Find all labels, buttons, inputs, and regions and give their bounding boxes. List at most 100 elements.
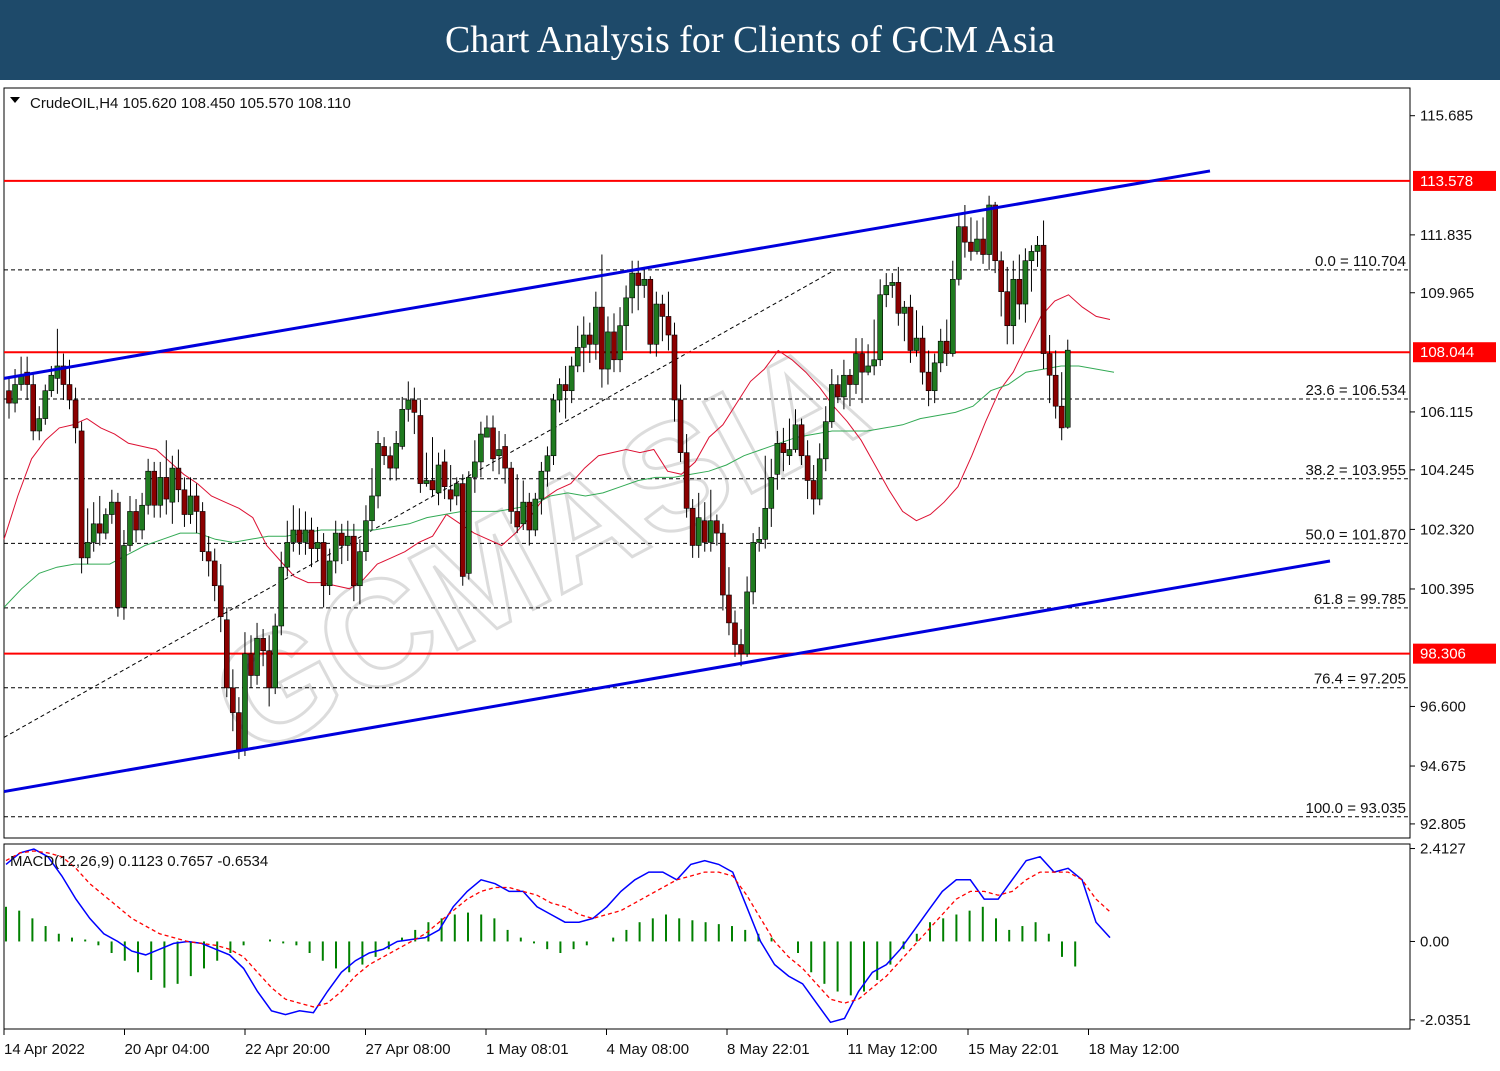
candle-body: [375, 443, 381, 497]
candle-body: [399, 408, 406, 447]
candle-body: [230, 687, 236, 713]
level-tag: [1413, 643, 1496, 664]
candle-body: [465, 477, 472, 574]
candle-body: [816, 458, 823, 500]
candle-body: [762, 508, 769, 540]
candle-body: [962, 226, 968, 243]
level-tag-label: 98.306: [1420, 646, 1466, 663]
candle-body: [611, 331, 617, 361]
candle-body: [750, 542, 756, 593]
candle-body: [822, 421, 829, 460]
candle-body: [1010, 278, 1017, 327]
candle-body: [266, 650, 272, 689]
candle-body: [877, 294, 884, 361]
candle-body: [695, 517, 702, 546]
x-tick-label: 14 Apr 2022: [4, 1041, 85, 1058]
fib-level-label: 38.2 = 103.955: [1305, 462, 1406, 479]
fib-diagonal-line: [3, 269, 836, 738]
candle-body: [381, 446, 387, 457]
fib-level-label: 100.0 = 93.035: [1305, 800, 1406, 817]
candle-body: [1058, 405, 1065, 429]
candle-body: [774, 443, 781, 475]
channel-upper-line: [3, 169, 1211, 380]
candle-body: [254, 638, 260, 676]
watermark: GCMASIA: [185, 306, 892, 790]
candle-body: [865, 365, 871, 373]
candle-body: [30, 384, 37, 432]
candle-body: [248, 653, 254, 676]
candle-body: [24, 371, 30, 385]
candle-body: [629, 272, 635, 299]
candle-body: [665, 316, 672, 336]
candle-body: [714, 520, 720, 534]
y-tick-label: 102.320: [1420, 521, 1474, 538]
price-pane[interactable]: [3, 87, 1411, 839]
watermark-text: GCMASIA: [186, 307, 890, 788]
dropdown-triangle-icon[interactable]: [10, 97, 20, 103]
candle-body: [1052, 374, 1059, 407]
candle-body: [901, 306, 908, 314]
candle-body: [351, 535, 357, 587]
candle-body: [338, 532, 345, 546]
candle-body: [363, 520, 369, 552]
candle-body: [828, 384, 835, 422]
candle-body: [60, 365, 67, 385]
candle-body: [90, 523, 97, 543]
candle-body: [478, 433, 484, 463]
channel-lower-line: [3, 559, 1331, 794]
candle-body: [508, 467, 514, 512]
candle-body: [889, 282, 896, 286]
candle-body: [974, 238, 980, 252]
candle-body: [986, 204, 992, 255]
candle-body: [847, 374, 853, 385]
candle-body: [169, 467, 176, 503]
macd-y-tick-label: -2.0351: [1420, 1012, 1471, 1029]
candle-body: [550, 399, 557, 457]
candle-body: [193, 495, 200, 512]
candle-body: [810, 480, 817, 500]
candle-body: [792, 424, 799, 450]
y-tick-label: 94.675: [1420, 758, 1466, 775]
candle-body: [556, 384, 563, 401]
fib-level-label: 23.6 = 106.534: [1305, 382, 1406, 399]
candle-body: [980, 238, 986, 255]
candle-body: [998, 260, 1005, 292]
y-tick-label: 104.245: [1420, 462, 1474, 479]
fib-level-label: 50.0 = 101.870: [1305, 526, 1406, 543]
candle-body: [236, 712, 242, 751]
candle-body: [103, 514, 109, 534]
candle-body: [968, 241, 974, 252]
macd-pane[interactable]: [3, 843, 1411, 1030]
candle-body: [308, 529, 315, 549]
candle-body: [1040, 244, 1047, 354]
level-tag-label: 113.578: [1420, 173, 1473, 190]
candle-body: [689, 508, 696, 546]
candle-body: [514, 511, 521, 528]
candle-body: [66, 384, 73, 401]
candle-body: [78, 430, 85, 559]
candle-body: [992, 204, 998, 262]
candle-body: [732, 622, 738, 645]
candle-body: [659, 303, 666, 317]
candle-body: [187, 495, 194, 515]
candle-body: [780, 443, 787, 453]
candle-body: [949, 278, 956, 354]
candle-body: [768, 477, 775, 509]
x-tick-label: 18 May 12:00: [1089, 1041, 1180, 1058]
candle-body: [617, 325, 623, 361]
candle-body: [484, 427, 490, 438]
candle-body: [925, 371, 932, 392]
candle-body: [496, 449, 502, 457]
candle-body: [272, 625, 279, 689]
candle-body: [490, 427, 496, 460]
candle-body: [6, 390, 12, 404]
candle-body: [786, 449, 793, 457]
candle-body: [841, 374, 847, 398]
candle-body: [260, 638, 266, 652]
candle-body: [151, 470, 157, 506]
candle-body: [429, 480, 436, 491]
candle-body: [163, 477, 170, 500]
candle-body: [798, 424, 805, 457]
candle-body: [423, 480, 430, 484]
candle-body: [332, 532, 339, 562]
